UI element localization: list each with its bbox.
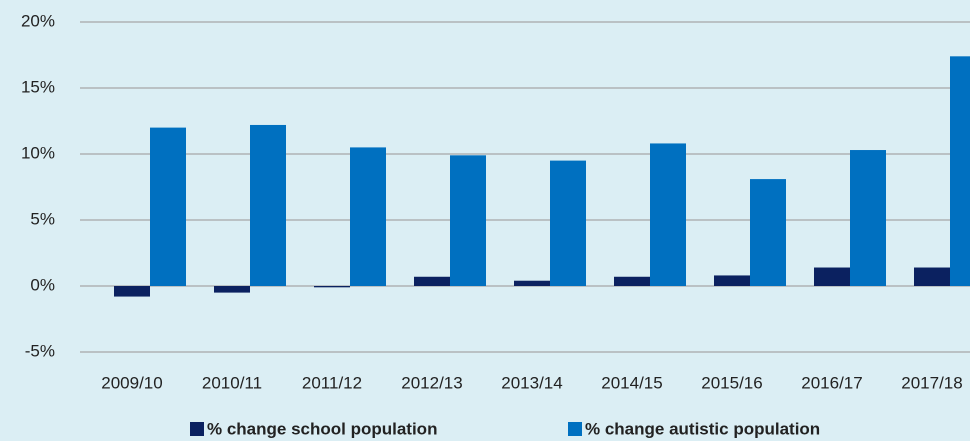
bar bbox=[350, 147, 386, 286]
bar bbox=[950, 56, 970, 286]
y-tick-label: 10% bbox=[21, 143, 55, 162]
bar bbox=[114, 286, 150, 297]
bar bbox=[850, 150, 886, 286]
y-tick-label: 0% bbox=[30, 275, 55, 294]
bar bbox=[550, 160, 586, 286]
bar bbox=[714, 275, 750, 286]
grid bbox=[80, 21, 970, 353]
legend: % change school population % change autis… bbox=[190, 419, 820, 438]
bar bbox=[914, 267, 950, 286]
bar bbox=[614, 276, 650, 286]
bar bbox=[250, 124, 286, 287]
bar bbox=[514, 280, 550, 286]
bar bbox=[414, 276, 450, 286]
x-tick-label: 2014/15 bbox=[601, 373, 662, 392]
bar bbox=[314, 286, 350, 288]
bar bbox=[450, 155, 486, 286]
bar bbox=[814, 267, 850, 286]
x-tick-label: 2010/11 bbox=[202, 373, 262, 392]
x-tick-label: 2016/17 bbox=[801, 373, 862, 392]
y-tick-label: -5% bbox=[25, 341, 55, 360]
legend-text: % change autistic population bbox=[585, 419, 820, 438]
bar bbox=[650, 143, 686, 286]
x-tick-label: 2011/12 bbox=[302, 373, 362, 392]
y-tick-label: 20% bbox=[21, 11, 55, 30]
bar bbox=[150, 127, 186, 286]
y-tick-label: 5% bbox=[30, 209, 55, 228]
labels: -5% 0% 5% 10% 15% 20% 2009/10 2010/11 2011/12 201… bbox=[21, 11, 963, 392]
legend-swatch bbox=[568, 422, 582, 436]
x-tick-label: 2009/10 bbox=[101, 373, 162, 392]
x-tick-label: 2013/14 bbox=[501, 373, 562, 392]
bars bbox=[114, 56, 970, 297]
legend-text: % change school population bbox=[207, 419, 437, 438]
x-tick-label: 2015/16 bbox=[701, 373, 762, 392]
bar bbox=[750, 179, 786, 286]
x-tick-label: 2012/13 bbox=[401, 373, 462, 392]
legend-swatch bbox=[190, 422, 204, 436]
bar bbox=[214, 286, 250, 293]
y-tick-label: 15% bbox=[21, 77, 55, 96]
x-tick-label: 2017/18 bbox=[901, 373, 962, 392]
